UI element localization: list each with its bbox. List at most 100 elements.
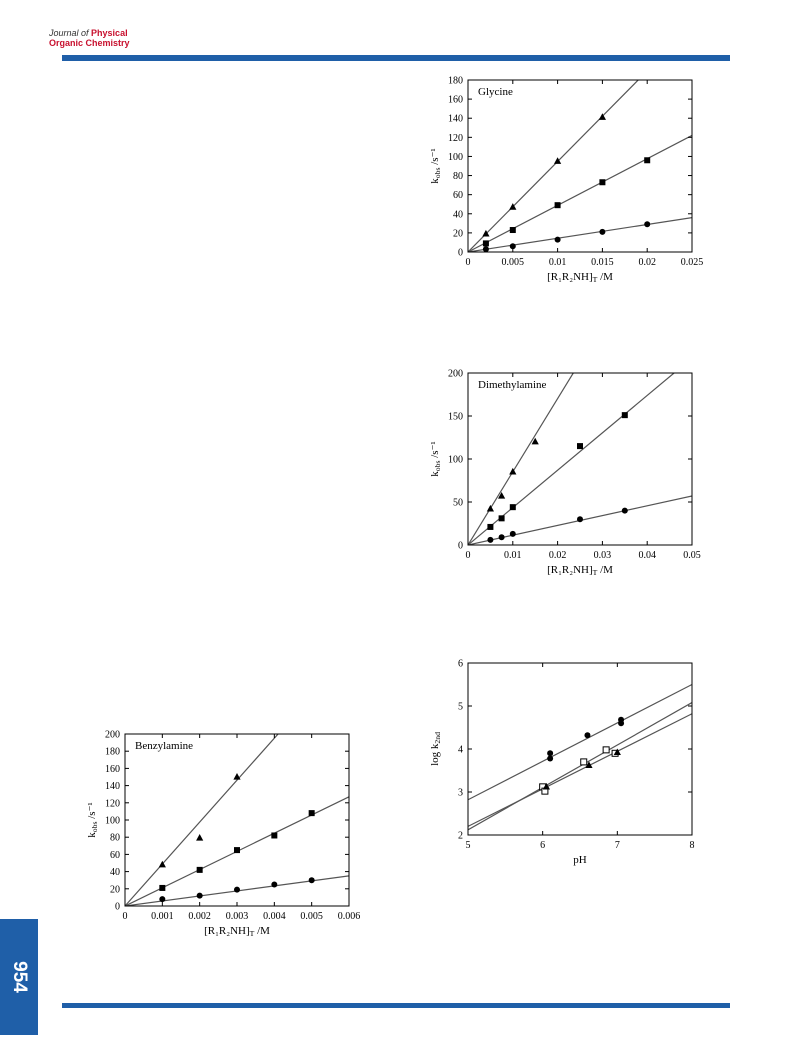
x-tick-label: 0.006 bbox=[338, 911, 361, 922]
data-point-triangle bbox=[509, 203, 517, 210]
footer-rule bbox=[62, 1003, 730, 1008]
data-point-square bbox=[159, 884, 166, 891]
series-square bbox=[159, 810, 315, 891]
y-tick-label: 60 bbox=[110, 850, 120, 861]
data-point-square bbox=[487, 523, 494, 530]
series-circle bbox=[159, 877, 315, 903]
series-triangle bbox=[486, 437, 539, 512]
data-point-circle bbox=[509, 530, 516, 537]
data-point-square bbox=[644, 157, 651, 164]
chart-title: Benzylamine bbox=[135, 740, 193, 752]
series-circle bbox=[487, 507, 628, 543]
data-point-square bbox=[271, 832, 278, 839]
series-triangle bbox=[542, 748, 621, 790]
data-point-triangle bbox=[598, 113, 606, 120]
data-point-circle bbox=[308, 877, 315, 884]
y-tick-label: 40 bbox=[453, 209, 463, 220]
y-tick-label: 6 bbox=[458, 659, 463, 670]
y-tick-label: 120 bbox=[105, 798, 120, 809]
data-point-circle bbox=[498, 534, 505, 541]
x-tick-label: 7 bbox=[615, 840, 620, 851]
y-tick-label: 120 bbox=[448, 133, 463, 144]
data-point-square bbox=[234, 847, 240, 854]
data-point-square bbox=[196, 866, 203, 873]
series-square bbox=[487, 412, 628, 530]
x-tick-label: 0 bbox=[466, 257, 471, 268]
data-point-triangle bbox=[542, 782, 550, 790]
y-axis-label: log k2nd bbox=[429, 732, 442, 766]
data-point-triangle bbox=[233, 773, 241, 780]
data-point-circle bbox=[509, 243, 516, 250]
y-tick-label: 0 bbox=[458, 541, 463, 552]
data-point-circle bbox=[547, 755, 554, 762]
data-point-square bbox=[554, 202, 561, 209]
y-tick-label: 2 bbox=[458, 831, 463, 842]
y-tick-label: 180 bbox=[105, 747, 120, 758]
y-tick-label: 160 bbox=[448, 95, 463, 106]
journal-name-physical: Physical bbox=[91, 28, 128, 38]
y-tick-label: 160 bbox=[105, 764, 120, 775]
data-point-square-open bbox=[580, 758, 588, 766]
x-tick-label: 0.04 bbox=[638, 550, 656, 561]
plot-frame bbox=[467, 79, 693, 253]
fit-line-triangle bbox=[468, 713, 692, 827]
data-point-circle bbox=[618, 720, 625, 727]
data-point-circle bbox=[487, 536, 494, 543]
y-tick-label: 50 bbox=[453, 498, 463, 509]
y-tick-label: 5 bbox=[458, 702, 463, 713]
x-axis-label: [R₁R₂NH]T /M bbox=[547, 271, 613, 284]
data-point-triangle bbox=[498, 491, 506, 499]
data-point-triangle bbox=[531, 437, 539, 445]
fit-line-circle bbox=[468, 683, 692, 801]
x-axis-label: [R₁R₂NH]T /M bbox=[204, 925, 270, 938]
chart-ph-profile: 5 6 7 8 2 3 4 5 6 pH log k2nd bbox=[429, 659, 695, 867]
data-point-circle bbox=[644, 221, 651, 228]
y-tick-label: 20 bbox=[110, 884, 120, 895]
x-tick-label: 0.001 bbox=[151, 911, 174, 922]
y-tick-label: 4 bbox=[458, 745, 463, 756]
x-tick-label: 0.005 bbox=[300, 911, 323, 922]
data-point-triangle bbox=[158, 860, 166, 868]
x-tick-label: 0.004 bbox=[263, 911, 286, 922]
x-tick-label: 0.003 bbox=[226, 911, 249, 922]
x-tick-label: 0.05 bbox=[683, 550, 701, 561]
x-tick-label: 0.005 bbox=[502, 257, 525, 268]
header-rule bbox=[62, 55, 730, 61]
data-point-triangle bbox=[196, 834, 204, 841]
x-tick-label: 0 bbox=[123, 911, 128, 922]
data-point-square-open bbox=[602, 746, 610, 754]
data-point-square bbox=[621, 412, 628, 419]
data-point-triangle bbox=[585, 761, 593, 768]
journal-name-line2: Organic Chemistry bbox=[49, 38, 130, 48]
data-point-square bbox=[498, 515, 505, 522]
x-tick-label: 0.01 bbox=[504, 550, 522, 561]
x-tick-label: 8 bbox=[690, 840, 695, 851]
y-tick-label: 200 bbox=[448, 369, 463, 380]
data-point-circle bbox=[577, 516, 583, 523]
data-point-square bbox=[509, 227, 516, 234]
fit-lines bbox=[125, 734, 349, 906]
y-tick-label: 80 bbox=[453, 171, 463, 182]
chart-title: Glycine bbox=[478, 86, 513, 98]
y-tick-label: 0 bbox=[115, 902, 120, 913]
data-point-circle bbox=[547, 750, 554, 757]
x-tick-label: 0.015 bbox=[591, 257, 614, 268]
data-point-square bbox=[577, 443, 583, 450]
fit-line-triangle bbox=[468, 80, 639, 252]
x-tick-label: 0.02 bbox=[638, 257, 656, 268]
data-point-circle bbox=[599, 228, 606, 235]
data-point-square bbox=[599, 179, 606, 186]
y-tick-label: 100 bbox=[105, 816, 120, 827]
y-axis-label: kobs /s⁻¹ bbox=[429, 441, 442, 476]
data-point-triangle bbox=[554, 157, 562, 164]
data-point-triangle bbox=[486, 504, 494, 512]
y-axis-label: kobs /s⁻¹ bbox=[86, 802, 99, 837]
y-tick-label: 40 bbox=[110, 867, 120, 878]
x-tick-label: 5 bbox=[466, 840, 471, 851]
x-tick-label: 0 bbox=[466, 550, 471, 561]
data-point-triangle bbox=[613, 748, 621, 756]
chart-dimethylamine: 0 0.01 0.02 0.03 0.04 0.05 0 50 100 150 200 Dimethy… bbox=[429, 369, 701, 578]
data-point-circle bbox=[159, 896, 166, 903]
x-tick-label: 6 bbox=[540, 840, 545, 851]
series-square bbox=[482, 157, 651, 247]
